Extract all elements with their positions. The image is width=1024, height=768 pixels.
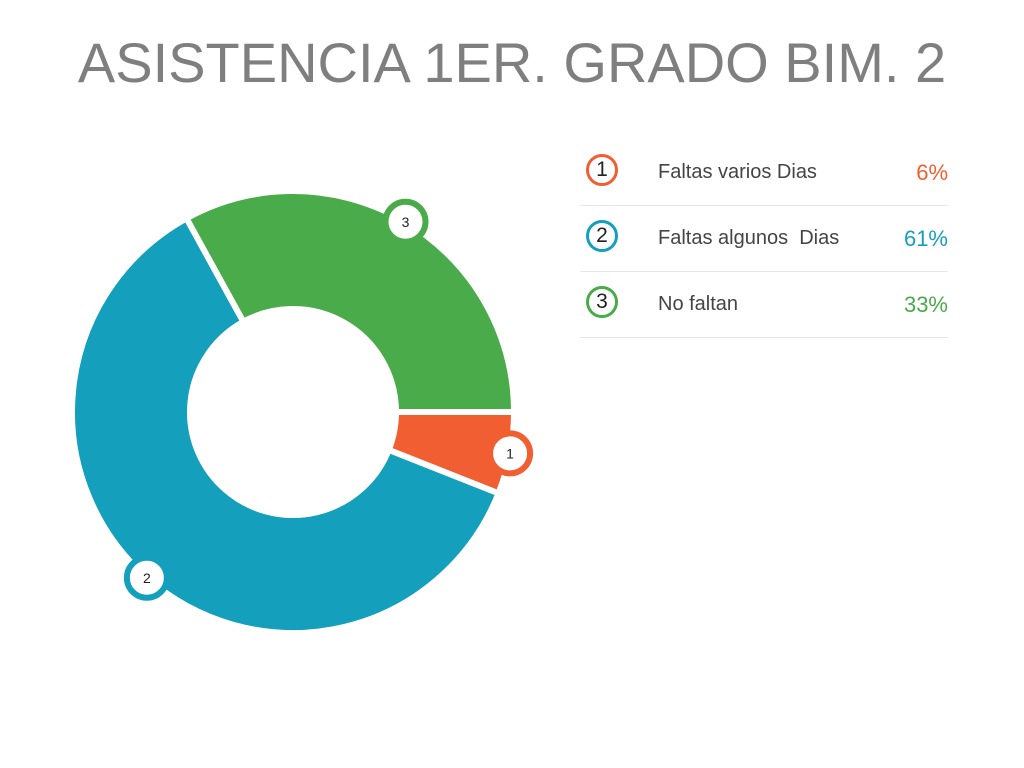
slice-marker xyxy=(487,430,534,477)
legend-badge: 1 xyxy=(586,154,618,186)
slice-marker xyxy=(123,554,170,601)
slice-label: 3 xyxy=(402,214,410,230)
legend-label: No faltan xyxy=(658,293,739,315)
legend-item: 3 No faltan 33% xyxy=(580,272,948,338)
legend-percent: 61% xyxy=(903,226,948,251)
legend-badge: 2 xyxy=(586,220,618,252)
legend-label: Faltas algunos Dias xyxy=(658,227,840,249)
slice-label: 1 xyxy=(506,445,514,461)
legend-label: Faltas varios Dias xyxy=(658,161,817,183)
legend-percent: 33% xyxy=(903,292,948,317)
legend: 1 Faltas varios Dias 6% 2 Faltas algunos… xyxy=(580,140,948,338)
legend-item: 2 Faltas algunos Dias 61% xyxy=(580,206,948,272)
chart-title: ASISTENCIA 1ER. GRADO BIM. 2 xyxy=(77,31,947,94)
legend-item: 1 Faltas varios Dias 6% xyxy=(580,140,948,206)
donut-slice-2 xyxy=(69,214,503,636)
donut-slice-3 xyxy=(182,188,518,415)
slice-marker xyxy=(382,198,429,245)
slice-label: 2 xyxy=(143,570,151,586)
legend-badge: 3 xyxy=(586,286,618,318)
legend-percent: 6% xyxy=(916,160,948,185)
